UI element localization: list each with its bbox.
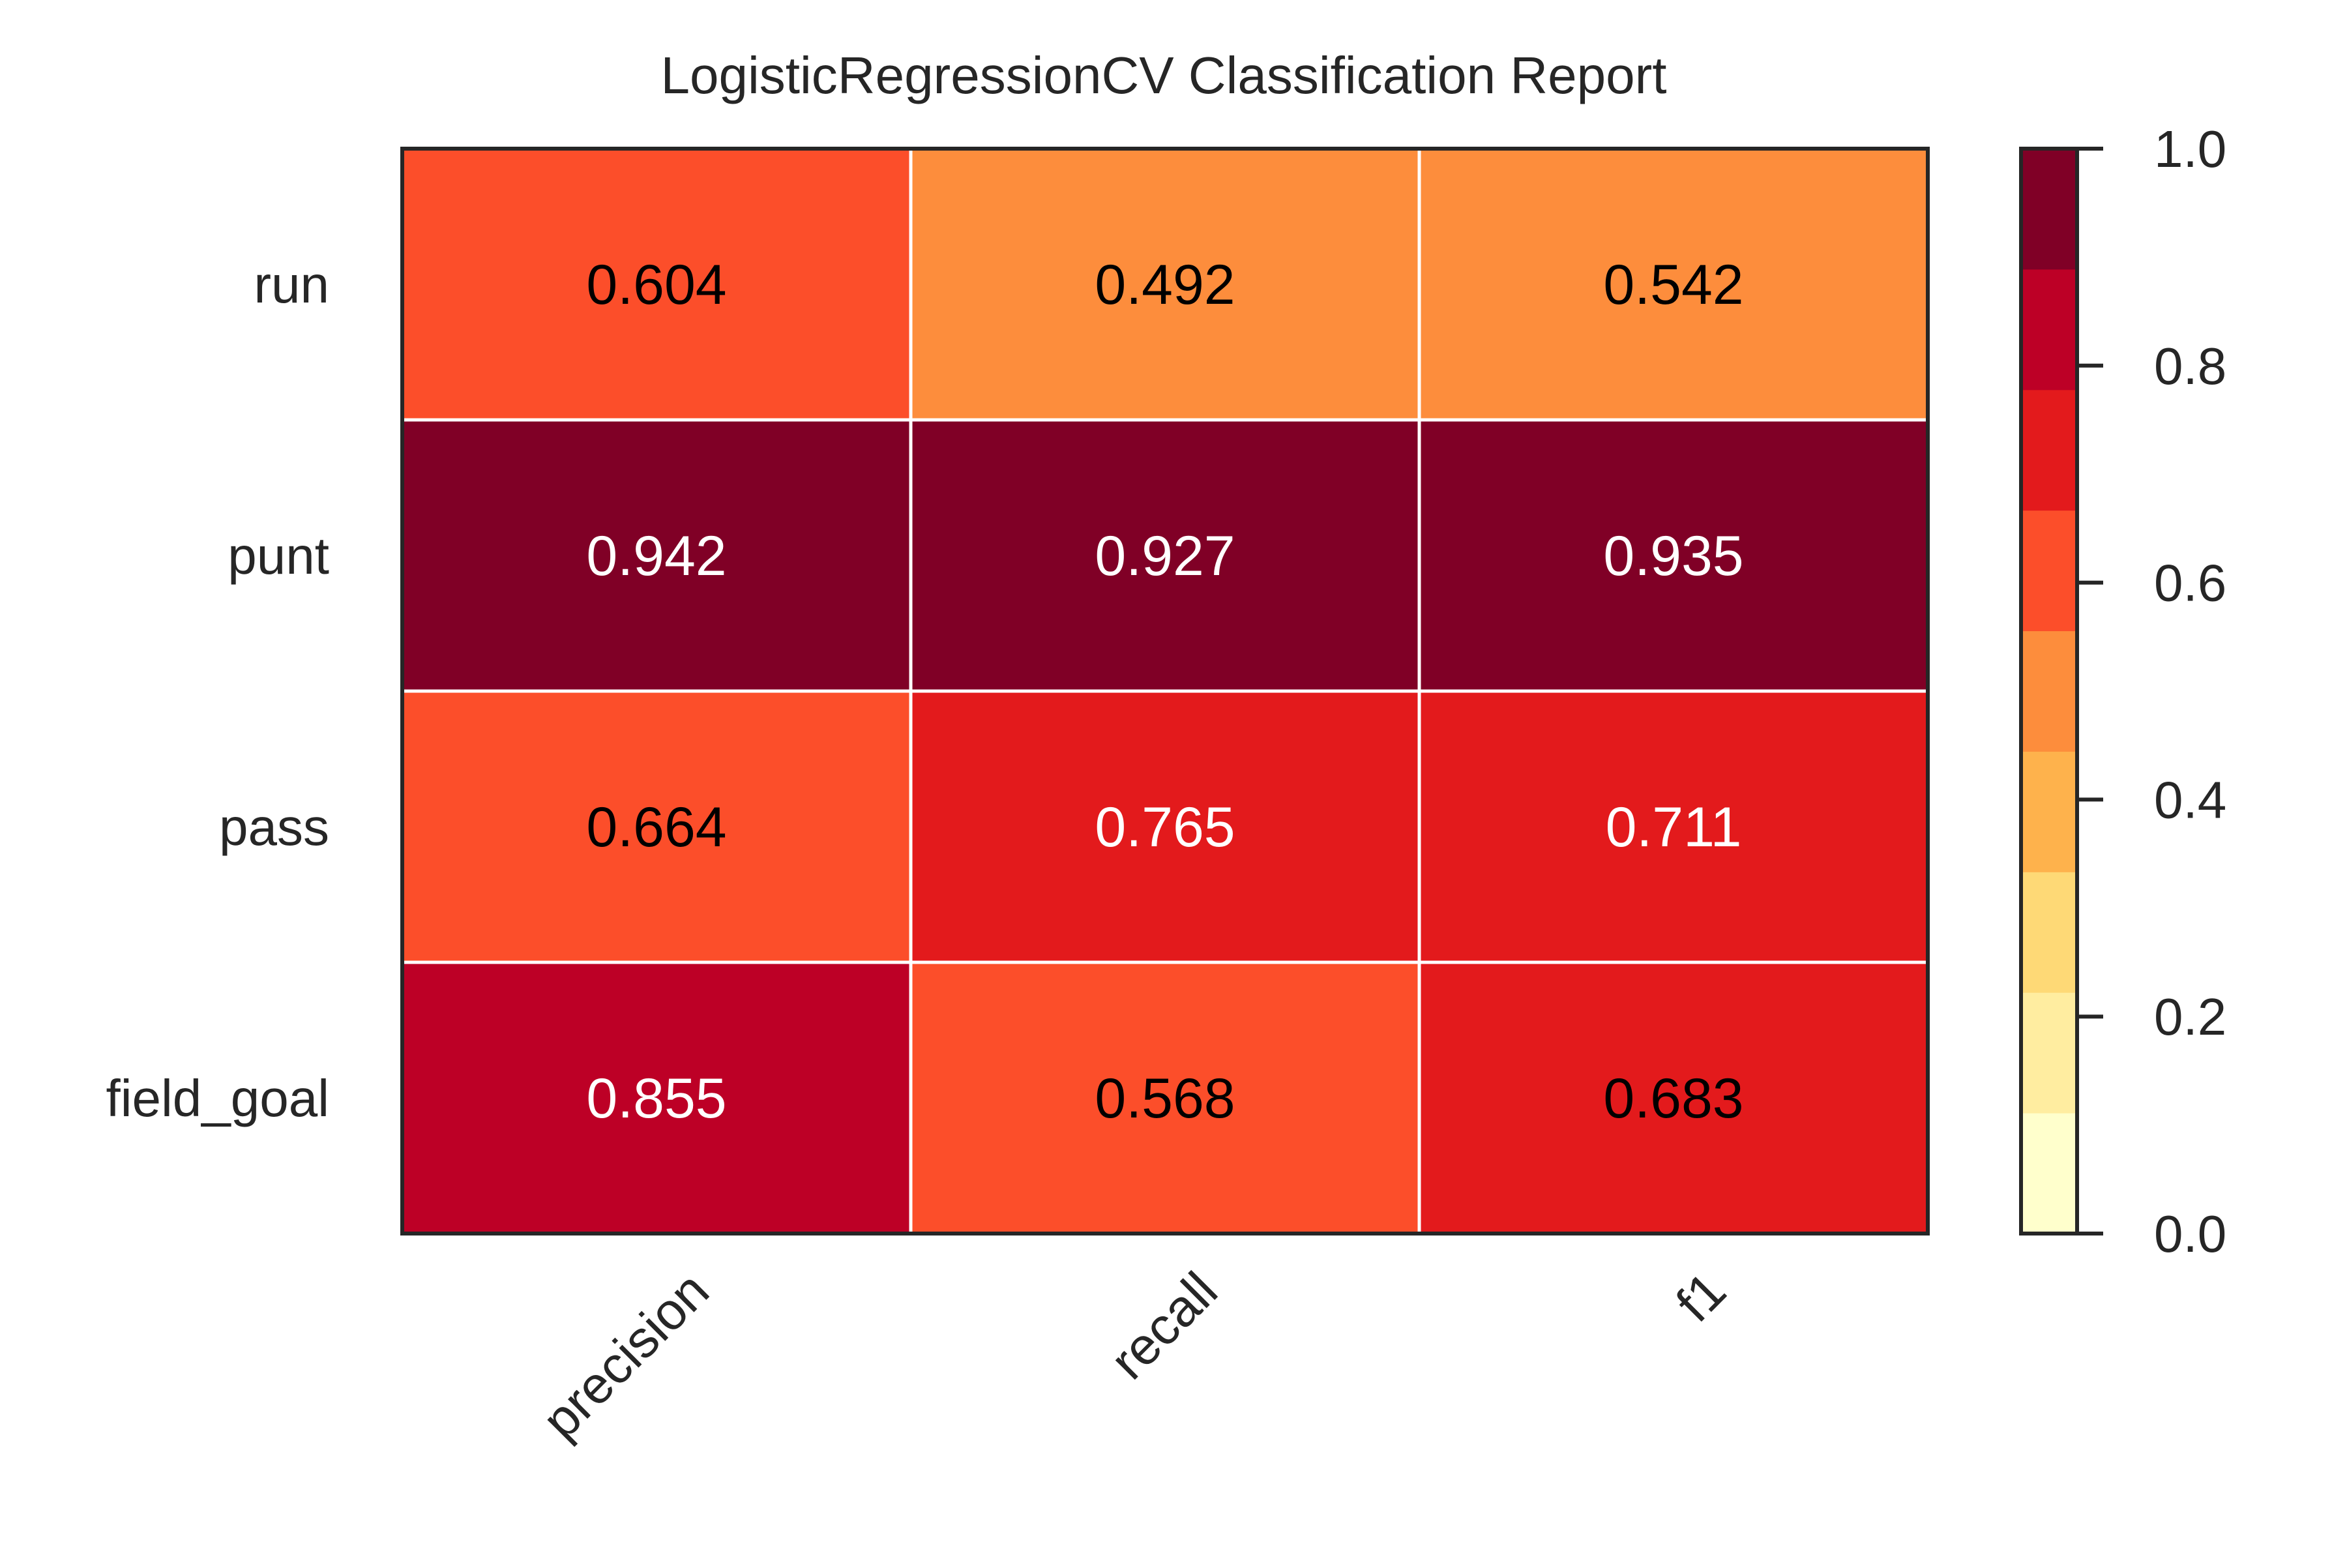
colorbar-segment bbox=[2021, 751, 2077, 872]
colorbar-tick-label: 0.4 bbox=[2154, 771, 2226, 829]
cell-value-label: 0.683 bbox=[1603, 1067, 1743, 1130]
cell-value-label: 0.492 bbox=[1095, 254, 1235, 316]
cell-value-label: 0.711 bbox=[1606, 796, 1742, 859]
colorbar-segment bbox=[2021, 269, 2077, 391]
chart-title: LogisticRegressionCV Classification Repo… bbox=[661, 46, 1667, 104]
colorbar-tick-label: 0.6 bbox=[2154, 554, 2226, 612]
y-tick-label-pass: pass bbox=[219, 798, 329, 856]
plot-frame bbox=[400, 147, 1930, 1235]
cell-value-label: 0.935 bbox=[1603, 525, 1743, 587]
cell-value-label: 0.942 bbox=[586, 525, 726, 587]
heatmap-cell-field_goal-precision bbox=[400, 960, 913, 1235]
colorbar-segment bbox=[2021, 149, 2077, 270]
y-tick-labels: run punt pass field_goal bbox=[106, 256, 330, 1127]
heatmap-cell-punt-precision bbox=[400, 418, 913, 693]
heatmap-cell-pass-precision bbox=[400, 689, 913, 964]
cell-value-label: 0.765 bbox=[1095, 796, 1235, 859]
colorbar-segment bbox=[2021, 630, 2077, 752]
colorbar-segment bbox=[2021, 872, 2077, 993]
colorbar: 0.0 0.2 0.4 0.6 0.8 1.0 bbox=[2019, 120, 2226, 1263]
colorbar-segment bbox=[2021, 1113, 2077, 1234]
cell-value-label: 0.542 bbox=[1603, 254, 1743, 316]
heatmap-cell-pass-recall bbox=[909, 689, 1421, 964]
y-tick-label-punt: punt bbox=[228, 527, 329, 585]
colorbar-tick-label: 0.2 bbox=[2154, 988, 2226, 1046]
y-tick-label-field_goal: field_goal bbox=[106, 1069, 330, 1127]
colorbar-segment bbox=[2021, 992, 2077, 1114]
heatmap-cell-pass-f1 bbox=[1417, 689, 1930, 964]
colorbar-tick-label: 0.0 bbox=[2154, 1205, 2226, 1263]
y-tick-label-run: run bbox=[254, 256, 329, 314]
heatmap-cells bbox=[400, 147, 1930, 1235]
cell-value-label: 0.568 bbox=[1095, 1067, 1235, 1130]
colorbar-tick-label: 0.8 bbox=[2154, 337, 2226, 395]
cell-value-label: 0.664 bbox=[586, 796, 726, 859]
colorbar-frame bbox=[2019, 147, 2079, 1235]
heatmap-cell-run-f1 bbox=[1417, 147, 1930, 422]
cell-value-label: 0.604 bbox=[586, 254, 726, 316]
heatmap-cell-run-precision bbox=[400, 147, 913, 422]
colorbar-tick-label: 1.0 bbox=[2154, 120, 2226, 178]
cell-value-label: 0.855 bbox=[586, 1067, 726, 1130]
heatmap-value-labels: 0.604 0.492 0.542 0.942 0.927 0.935 0.664 0.765… bbox=[586, 254, 1743, 1130]
colorbar-segment bbox=[2021, 389, 2077, 511]
colorbar-segment bbox=[2021, 510, 2077, 632]
cell-value-label: 0.927 bbox=[1095, 525, 1235, 587]
heatmap-cell-field_goal-f1 bbox=[1417, 960, 1930, 1235]
